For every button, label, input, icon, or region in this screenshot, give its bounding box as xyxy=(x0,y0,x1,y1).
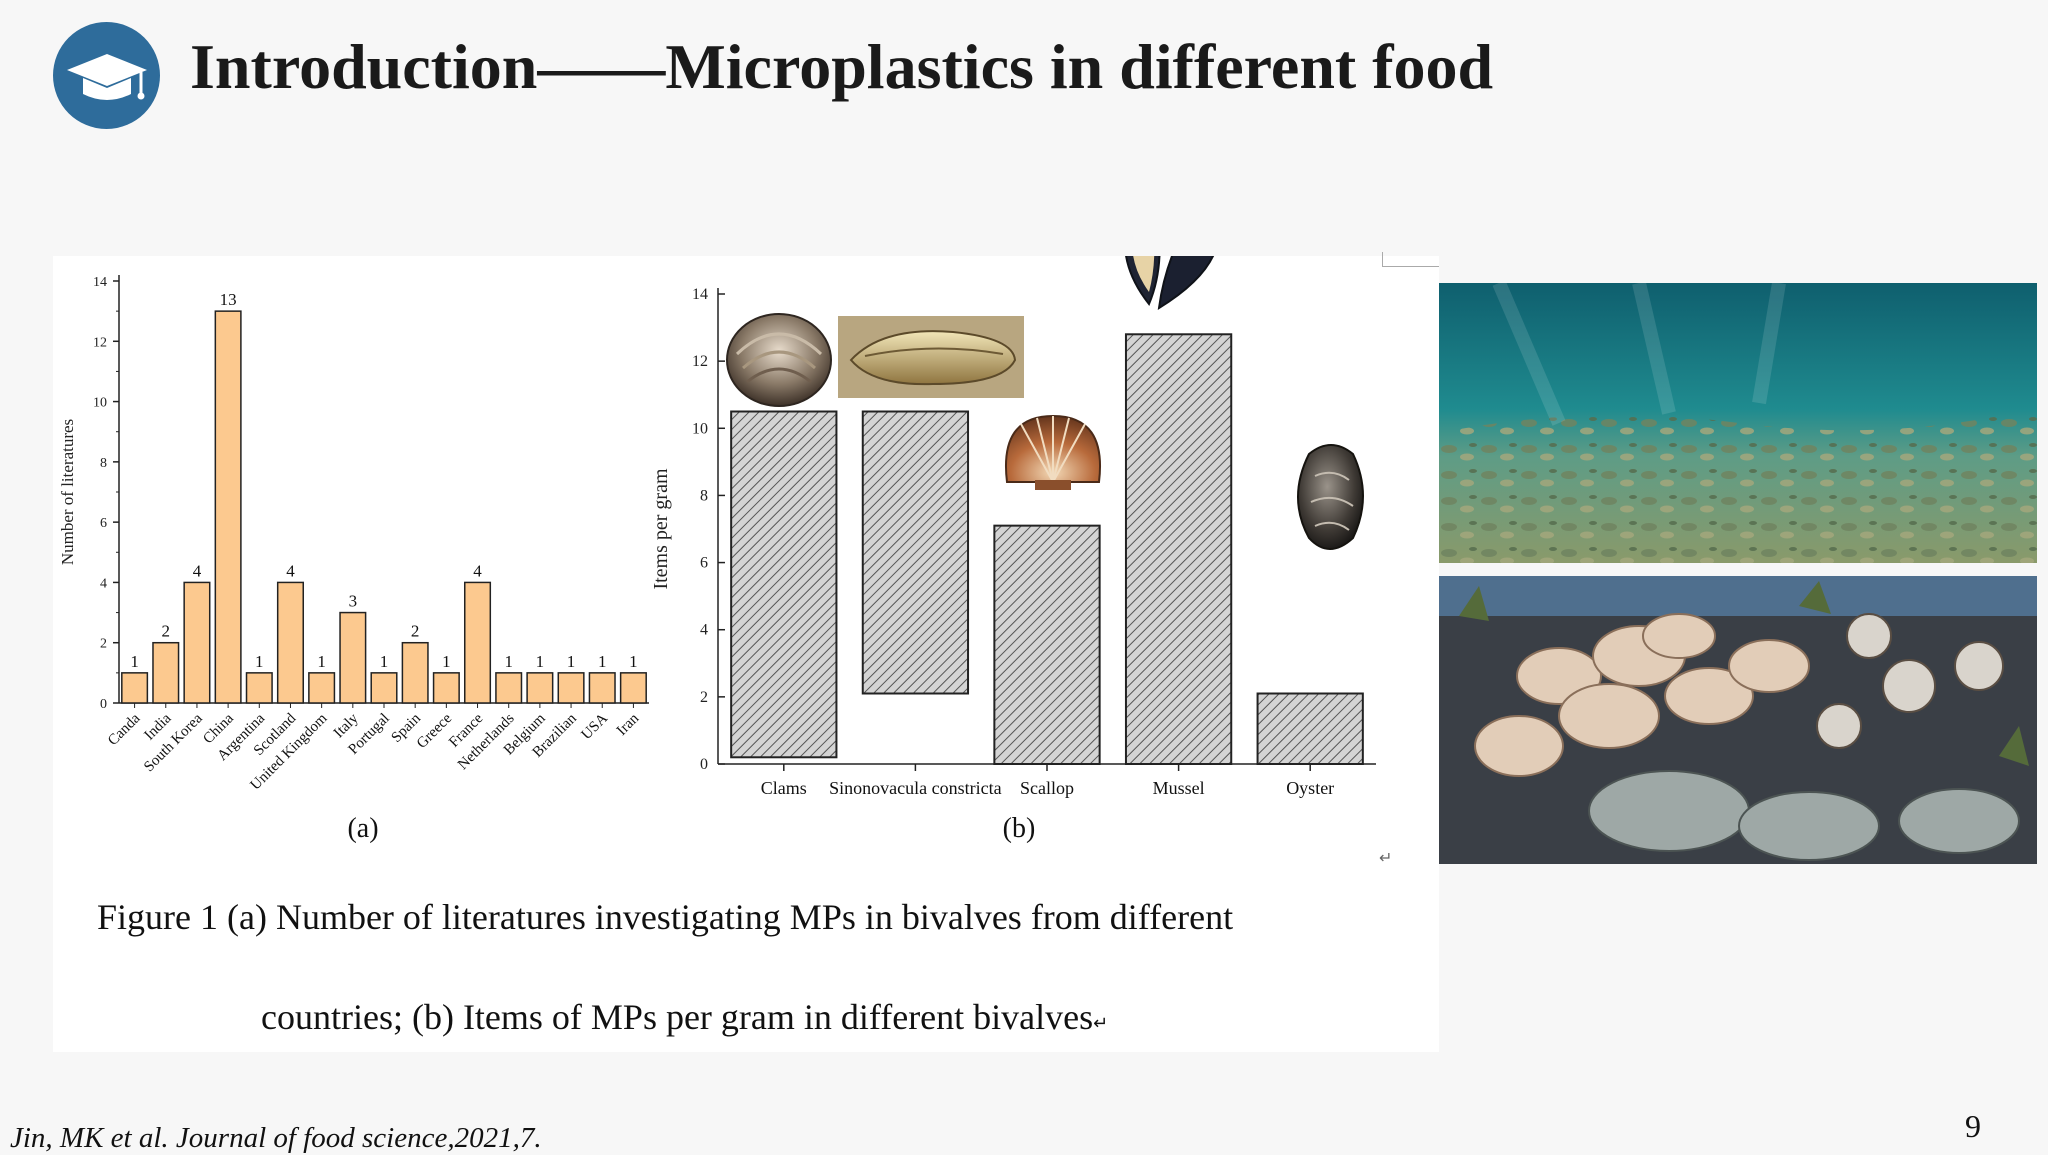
chart-b-x-tick-label: Sinonovacula constricta xyxy=(829,778,1001,798)
chart-a-y-tick-label: 6 xyxy=(100,516,107,531)
citation: Jin, MK et al. Journal of food science,2… xyxy=(10,1122,542,1154)
chart-a-bar xyxy=(526,672,554,704)
chart-a-bar xyxy=(121,672,149,704)
chart-b-x-tick-label: Clams xyxy=(761,778,807,798)
chart-a-data-label: 1 xyxy=(567,652,576,671)
caption-line-2-text: countries; (b) Items of MPs per gram in … xyxy=(261,997,1094,1037)
chart-a-bar xyxy=(183,581,211,704)
chart-a-x-tick-label: Greece xyxy=(414,710,456,752)
chart-a-data-label: 4 xyxy=(473,561,482,580)
chart-b-panel-label: (b) xyxy=(1003,813,1036,844)
chart-b: 0 2 4 6 8 10 12 14 Items per gram Clams Sinonovacu… xyxy=(650,286,1376,844)
chart-a-data-label: 1 xyxy=(442,652,451,671)
chart-a-data-label: 4 xyxy=(193,561,202,580)
chart-a-y-tick-label: 12 xyxy=(93,335,107,350)
logo-badge xyxy=(53,22,160,129)
chart-b-x-tick-label: Mussel xyxy=(1153,778,1205,798)
crop-mark xyxy=(1382,252,1439,267)
figure-caption-line-1: Figure 1 (a) Number of literatures inves… xyxy=(97,897,1234,937)
chart-a-data-label: 1 xyxy=(255,652,264,671)
chart-a-bar xyxy=(370,672,398,704)
chart-a-data-label: 1 xyxy=(536,652,545,671)
chart-a-bar xyxy=(308,672,336,704)
chart-b-y-axis-label: Items per gram xyxy=(650,468,672,590)
chart-a-data-label: 1 xyxy=(629,652,638,671)
figure-caption-line-2: countries; (b) Items of MPs per gram in … xyxy=(261,996,1647,1038)
chart-a-x-tick-label: Canda xyxy=(105,710,144,749)
chart-a-bar xyxy=(495,672,523,704)
chart-a-y-tick-label: 14 xyxy=(93,275,107,290)
paragraph-mark-icon: ↵ xyxy=(1379,850,1393,867)
chart-b-x-tick-label: Oyster xyxy=(1286,778,1334,798)
return-mark-icon: ↵ xyxy=(1093,1013,1109,1033)
graduation-cap-icon xyxy=(67,54,147,100)
page-number: 9 xyxy=(1965,1108,1981,1144)
chart-b-y-tick-label: 4 xyxy=(700,622,708,639)
chart-a-bar xyxy=(463,581,492,704)
chart-a-data-label: 1 xyxy=(598,652,607,671)
chart-a-bar xyxy=(214,310,242,704)
chart-a-bar xyxy=(401,641,429,704)
slide-title: Introduction——Microplastics in different… xyxy=(190,31,1494,102)
chart-b-y-tick-label: 14 xyxy=(692,286,708,303)
chart-a-bar xyxy=(432,672,460,704)
clam-image xyxy=(726,313,832,407)
seafood-shells-photo xyxy=(1439,576,2037,864)
underwater-photo xyxy=(1439,283,2037,563)
chart-a-y-tick-label: 10 xyxy=(93,396,107,411)
chart-b-y-tick-label: 0 xyxy=(700,756,708,773)
chart-a-data-label: 1 xyxy=(380,652,389,671)
chart-a-data-label: 2 xyxy=(411,622,420,641)
chart-b-x-tick-label: Scallop xyxy=(1020,778,1074,798)
chart-a-data-label: 1 xyxy=(130,652,139,671)
chart-a-y-tick-label: 0 xyxy=(100,697,107,712)
chart-b-y-tick-label: 2 xyxy=(700,689,708,706)
chart-a-data-label: 4 xyxy=(286,561,295,580)
chart-b-y-tick-label: 6 xyxy=(700,555,708,572)
chart-a-data-label: 1 xyxy=(504,652,513,671)
chart-b-y-tick-label: 8 xyxy=(700,487,708,504)
chart-a-data-label: 1 xyxy=(317,652,326,671)
figure-panel: 0 2 4 6 8 10 12 14 Number of literatures 1 Canda 2 I… xyxy=(53,196,1439,1052)
chart-b-bar xyxy=(730,410,838,759)
chart-a-bar xyxy=(276,581,305,704)
chart-b-y-tick-label: 10 xyxy=(692,420,708,437)
chart-a-bar xyxy=(557,672,585,704)
chart-a-bar xyxy=(245,672,273,704)
scallop-image xyxy=(1005,414,1101,490)
chart-b-bar xyxy=(993,524,1101,765)
chart-a-panel-label: (a) xyxy=(347,813,378,844)
chart-a-y-tick-label: 2 xyxy=(100,637,107,652)
mussel-image xyxy=(1101,196,1231,316)
chart-a-bar xyxy=(619,672,647,704)
oyster-image xyxy=(1297,444,1364,550)
chart-a-bar xyxy=(152,641,180,704)
chart-a-y-axis-label: Number of literatures xyxy=(58,419,77,565)
razor-clam-image xyxy=(838,316,1024,398)
chart-a-x-tick-label: Iran xyxy=(614,710,643,739)
chart-a-data-label: 13 xyxy=(220,290,237,309)
chart-a-y-tick-label: 8 xyxy=(100,456,107,471)
chart-b-bar xyxy=(1256,692,1364,765)
chart-a-bar xyxy=(339,611,367,704)
chart-b-y-tick-label: 12 xyxy=(692,353,708,370)
chart-a-y-tick-label: 4 xyxy=(100,576,107,591)
chart-a-x-tick-label: USA xyxy=(579,710,612,743)
chart-a-bar xyxy=(588,672,616,704)
chart-b-bar xyxy=(1124,333,1233,766)
chart-a-data-label: 3 xyxy=(349,592,358,611)
chart-b-bar xyxy=(861,410,970,695)
chart-a-data-label: 2 xyxy=(162,622,171,641)
